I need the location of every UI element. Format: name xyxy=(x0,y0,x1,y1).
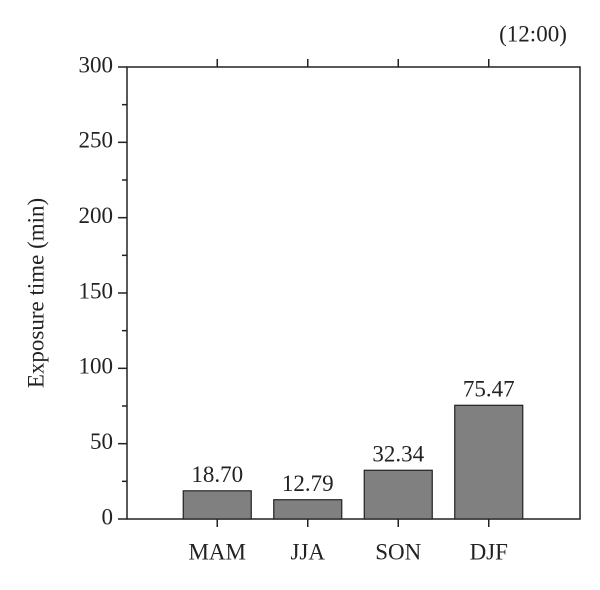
y-tick-label: 50 xyxy=(90,429,113,454)
y-tick-label: 150 xyxy=(79,278,114,303)
y-axis-label: Exposure time (min) xyxy=(23,198,48,388)
x-tick-label: SON xyxy=(375,539,421,564)
annotation: (12:00) xyxy=(499,21,567,46)
bar xyxy=(273,499,343,520)
value-label: 75.47 xyxy=(463,377,515,402)
value-label: 32.34 xyxy=(372,442,424,467)
bar xyxy=(454,404,524,520)
y-tick-label: 250 xyxy=(79,128,114,153)
y-tick-label: 100 xyxy=(79,354,114,379)
bar xyxy=(363,469,433,520)
x-tick-label: MAM xyxy=(188,539,246,564)
value-label: 12.79 xyxy=(282,471,334,496)
y-tick-label: 0 xyxy=(102,504,114,529)
x-tick-label: DJF xyxy=(470,539,508,564)
y-tick-label: 300 xyxy=(79,52,114,77)
x-tick-label: JJA xyxy=(290,539,325,564)
value-label: 18.70 xyxy=(191,462,243,487)
y-tick-label: 200 xyxy=(79,203,114,228)
bar xyxy=(182,490,252,520)
